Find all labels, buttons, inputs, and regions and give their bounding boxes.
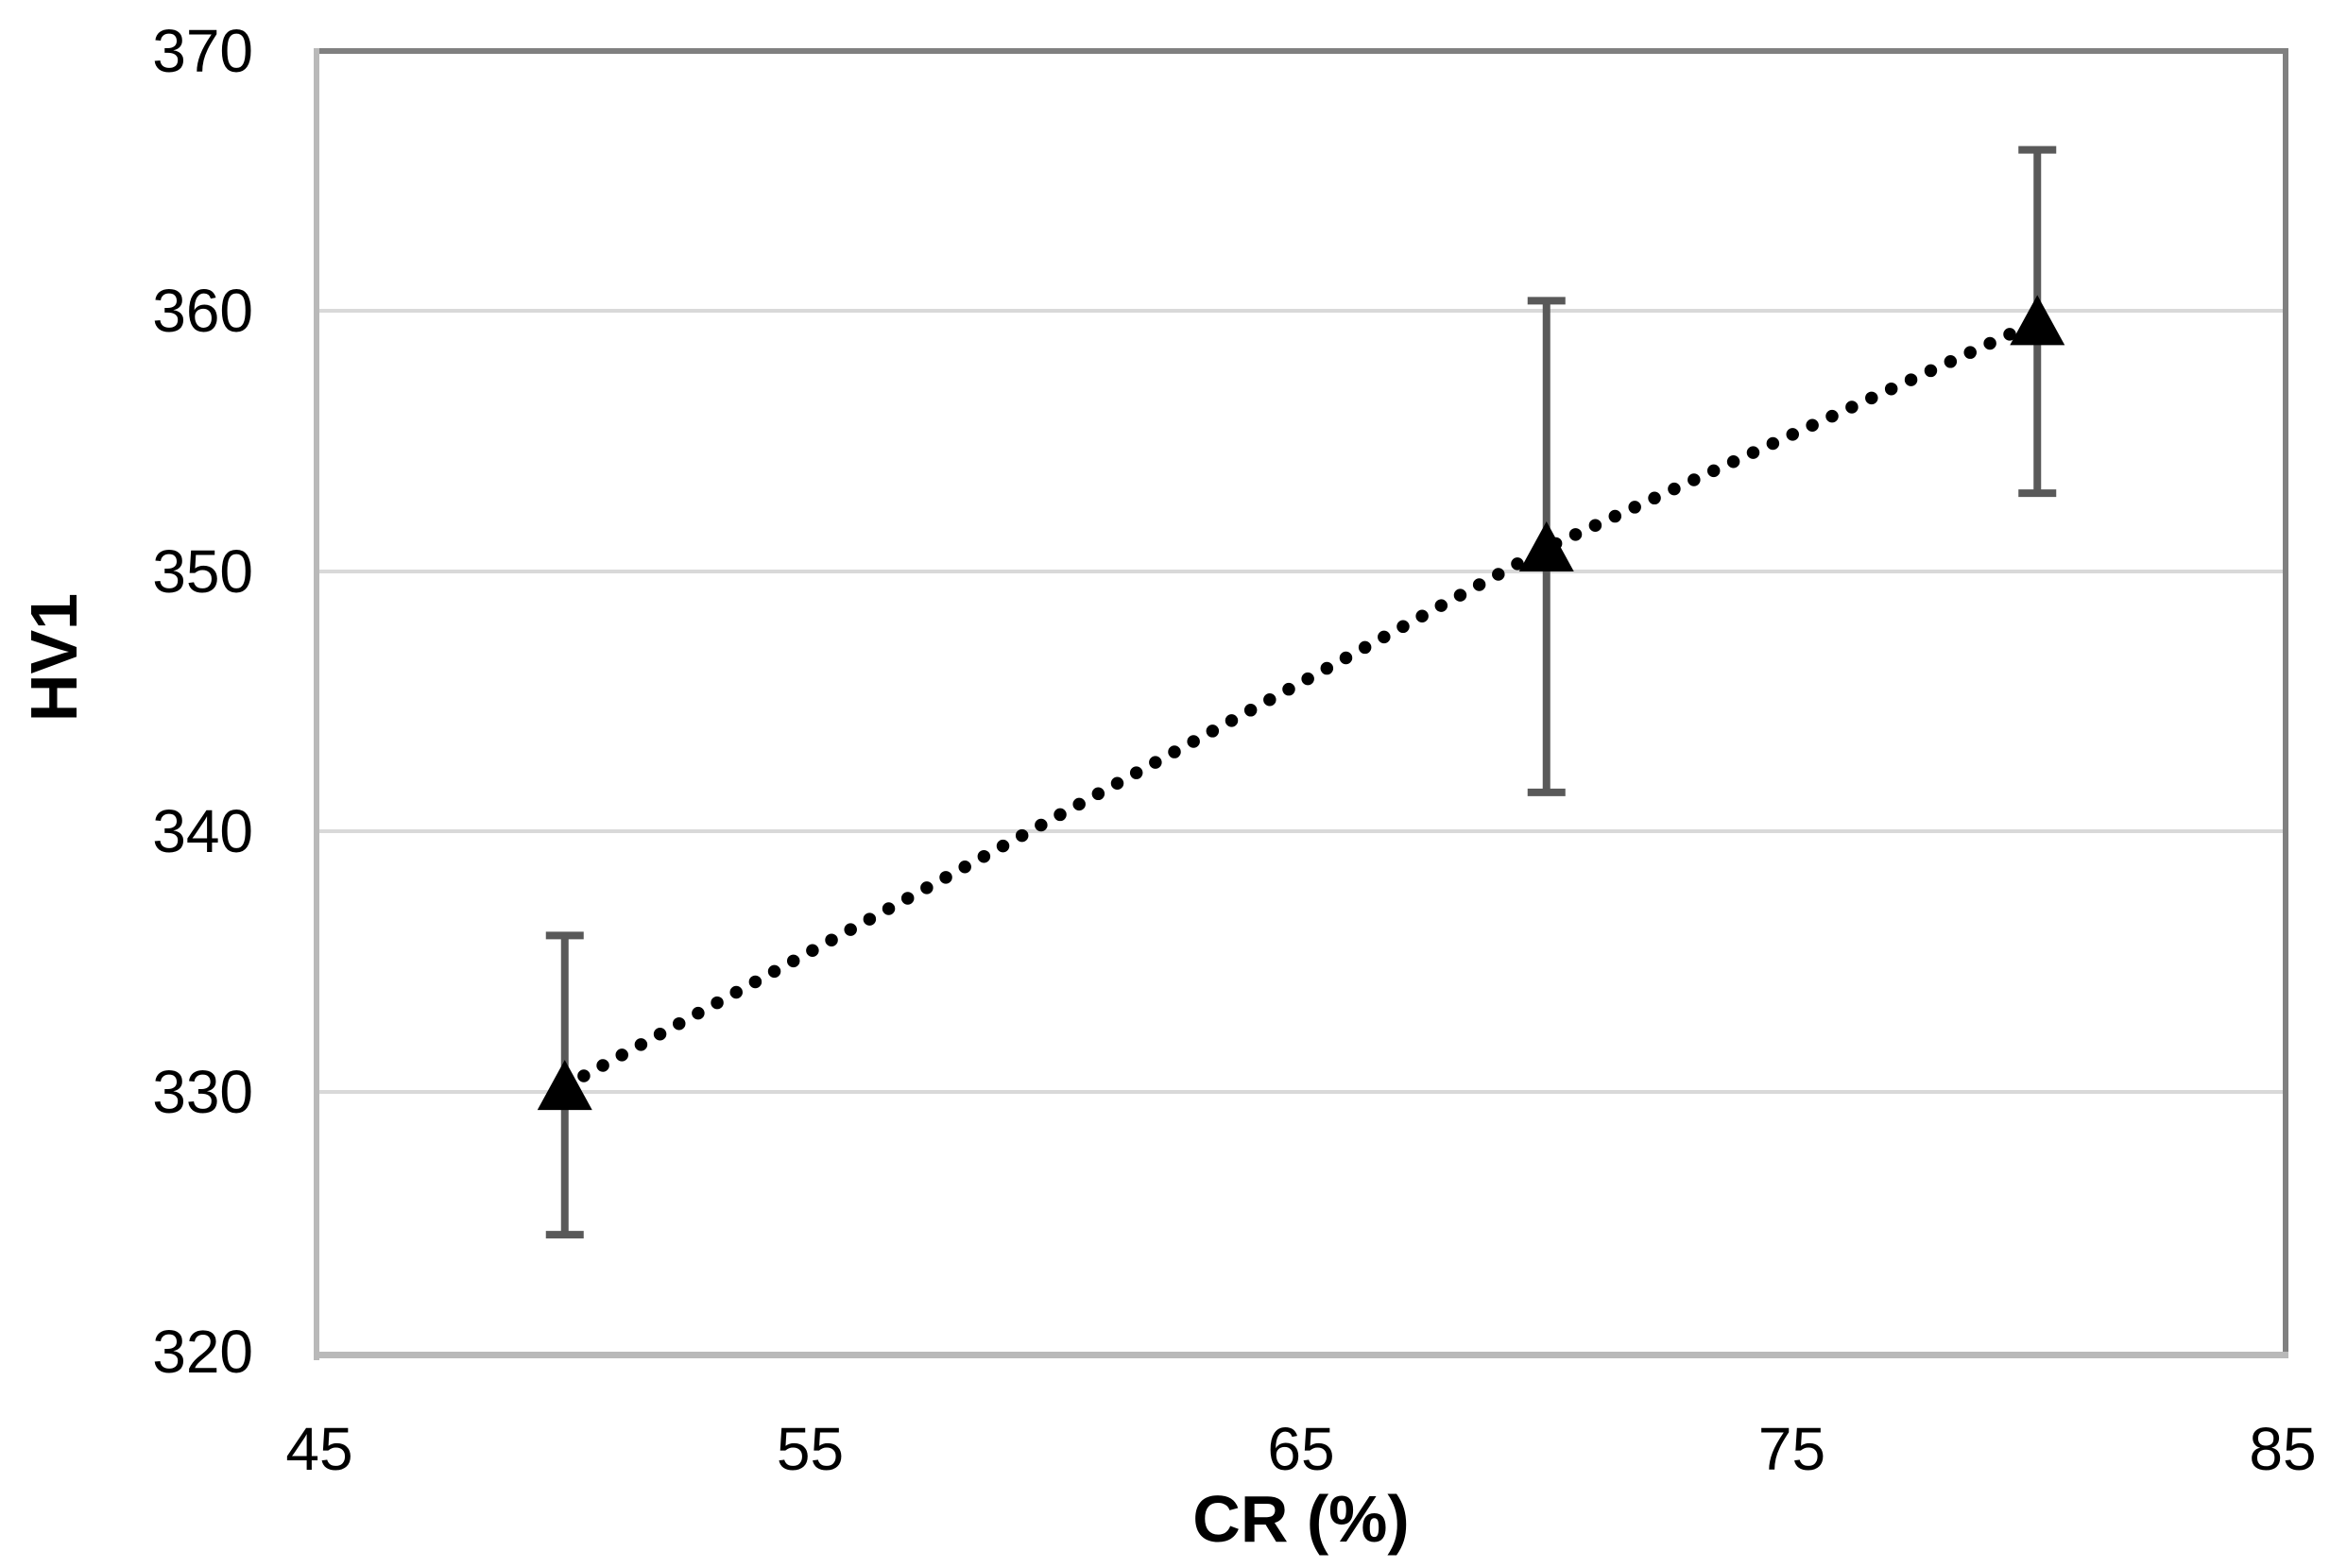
x-tick-label: 55 [776,1415,845,1483]
y-tick-label: 370 [152,17,253,85]
data-point-marker [2010,295,2065,346]
y-tick-label: 350 [152,537,253,605]
x-axis-title: CR (%) [1192,1482,1410,1556]
y-tick-label: 320 [152,1318,253,1386]
x-tick-label: 65 [1267,1415,1335,1483]
gridline [319,569,2283,573]
data-point-marker [537,1060,592,1111]
gridline [319,1089,2283,1094]
plot-border-top [319,48,2288,54]
y-tick-label: 360 [152,277,253,346]
trend-line [558,315,2044,1093]
gridline [319,829,2283,834]
y-tick-label: 330 [152,1057,253,1126]
plot-border-right [2283,48,2288,1355]
gridline [319,309,2283,314]
x-tick-label: 45 [285,1415,353,1483]
plot-border-left [314,48,319,1360]
plot-border-bottom [314,1352,2288,1358]
y-axis-title: HV1 [17,592,91,723]
x-tick-label: 75 [1757,1415,1826,1483]
data-point-marker [1518,521,1574,572]
y-tick-label: 340 [152,797,253,866]
x-tick-label: 85 [2249,1415,2317,1483]
